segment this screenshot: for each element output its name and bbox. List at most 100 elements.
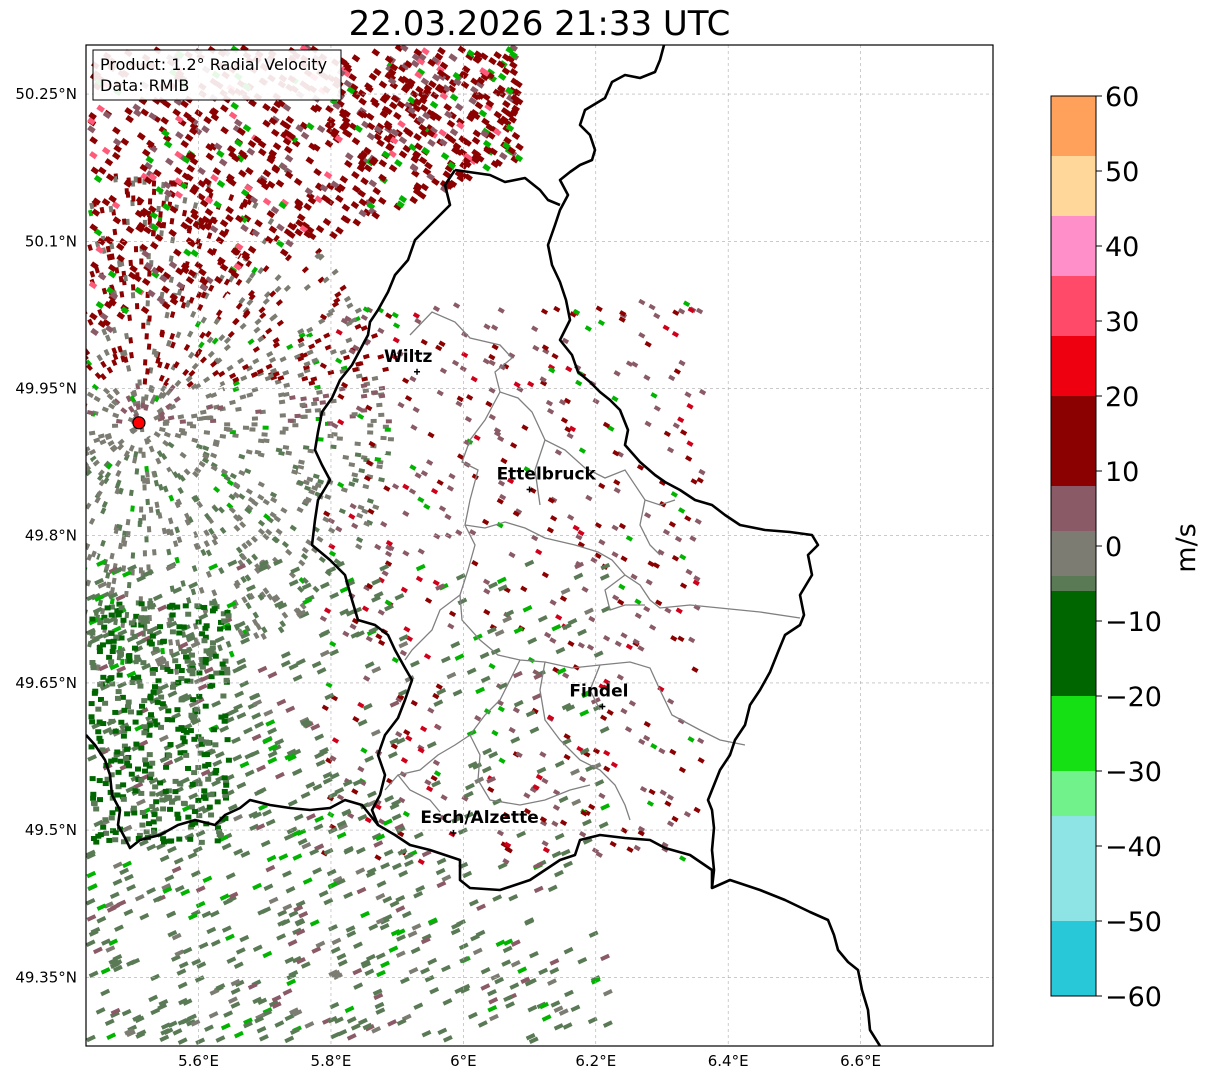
velocity-bin — [327, 517, 336, 525]
velocity-bin — [141, 249, 150, 258]
velocity-bin — [72, 297, 78, 304]
velocity-bin — [175, 267, 184, 276]
velocity-bin — [0, 352, 7, 358]
velocity-bin — [112, 566, 123, 574]
velocity-bin — [160, 639, 167, 645]
velocity-bin — [174, 949, 185, 957]
velocity-bin — [0, 393, 4, 398]
velocity-bin — [231, 154, 241, 163]
velocity-bin — [595, 305, 603, 313]
velocity-bin — [212, 653, 219, 659]
velocity-bin — [418, 156, 428, 165]
velocity-bin — [195, 805, 206, 813]
velocity-bin — [27, 489, 34, 496]
velocity-bin — [276, 99, 286, 108]
velocity-bin — [269, 314, 277, 322]
velocity-bin — [151, 667, 158, 673]
velocity-bin — [369, 156, 379, 165]
velocity-bin — [40, 197, 46, 204]
velocity-bin — [263, 709, 274, 717]
velocity-bin — [275, 179, 285, 188]
velocity-bin — [342, 109, 351, 118]
velocity-bin — [363, 520, 371, 527]
velocity-bin — [292, 768, 303, 776]
velocity-bin — [105, 173, 115, 182]
velocity-bin — [300, 718, 311, 726]
colorbar-tick-label: −30 — [1105, 757, 1162, 788]
velocity-bin — [242, 306, 250, 314]
velocity-bin — [120, 782, 127, 788]
velocity-bin — [89, 151, 98, 160]
velocity-bin — [255, 623, 262, 631]
velocity-bin — [106, 581, 112, 589]
velocity-bin — [266, 854, 277, 863]
velocity-bin — [420, 77, 430, 86]
velocity-bin — [270, 496, 278, 504]
velocity-bin — [412, 406, 420, 414]
velocity-bin — [167, 441, 175, 449]
velocity-bin — [252, 357, 260, 365]
velocity-bin — [162, 301, 171, 310]
velocity-bin — [160, 647, 165, 655]
velocity-bin — [211, 606, 218, 612]
velocity-bin — [390, 928, 401, 937]
velocity-bin — [431, 780, 441, 788]
velocity-bin — [230, 1001, 241, 1009]
velocity-bin — [94, 594, 105, 602]
velocity-bin — [213, 486, 221, 494]
velocity-bin — [278, 201, 287, 210]
velocity-bin — [472, 947, 483, 956]
velocity-bin — [603, 678, 611, 686]
velocity-bin — [275, 528, 283, 536]
velocity-bin — [364, 755, 375, 763]
velocity-bin — [139, 912, 150, 921]
velocity-bin — [180, 735, 187, 741]
velocity-bin — [292, 927, 302, 936]
velocity-bin — [251, 266, 259, 274]
velocity-bin — [245, 166, 254, 176]
velocity-bin — [185, 631, 195, 640]
velocity-bin — [227, 330, 235, 338]
velocity-bin — [192, 531, 199, 539]
velocity-bin — [269, 290, 277, 298]
velocity-bin — [303, 283, 311, 291]
velocity-bin — [27, 225, 33, 232]
velocity-bin — [267, 756, 278, 765]
velocity-bin — [257, 267, 265, 275]
velocity-bin — [223, 336, 231, 344]
velocity-bin — [128, 259, 133, 267]
velocity-bin — [137, 683, 144, 689]
velocity-bin — [12, 277, 19, 284]
velocity-bin — [279, 413, 286, 418]
velocity-bin — [167, 620, 178, 629]
velocity-bin — [198, 941, 209, 950]
velocity-bin — [564, 426, 572, 433]
velocity-bin — [175, 815, 182, 821]
velocity-bin — [451, 146, 460, 155]
velocity-bin — [298, 910, 309, 919]
velocity-bin — [200, 291, 207, 299]
velocity-bin — [336, 99, 345, 108]
velocity-bin — [367, 508, 375, 515]
velocity-bin — [203, 116, 212, 125]
velocity-bin — [389, 136, 399, 145]
velocity-bin — [372, 988, 383, 996]
velocity-bin — [88, 617, 99, 626]
velocity-bin — [297, 341, 305, 349]
velocity-bin — [373, 125, 383, 134]
velocity-bin — [185, 173, 194, 182]
velocity-bin — [324, 121, 334, 130]
velocity-bin — [174, 668, 179, 675]
velocity-bin — [191, 495, 199, 503]
velocity-bin — [446, 671, 457, 680]
velocity-bin — [35, 572, 42, 579]
velocity-bin — [282, 426, 289, 431]
velocity-bin — [187, 1013, 197, 1022]
velocity-bin — [466, 667, 477, 675]
velocity-bin — [130, 505, 135, 512]
velocity-bin — [395, 905, 406, 913]
velocity-bin — [112, 412, 120, 419]
velocity-bin — [570, 768, 580, 776]
velocity-bin — [144, 261, 153, 271]
velocity-bin — [109, 681, 116, 687]
